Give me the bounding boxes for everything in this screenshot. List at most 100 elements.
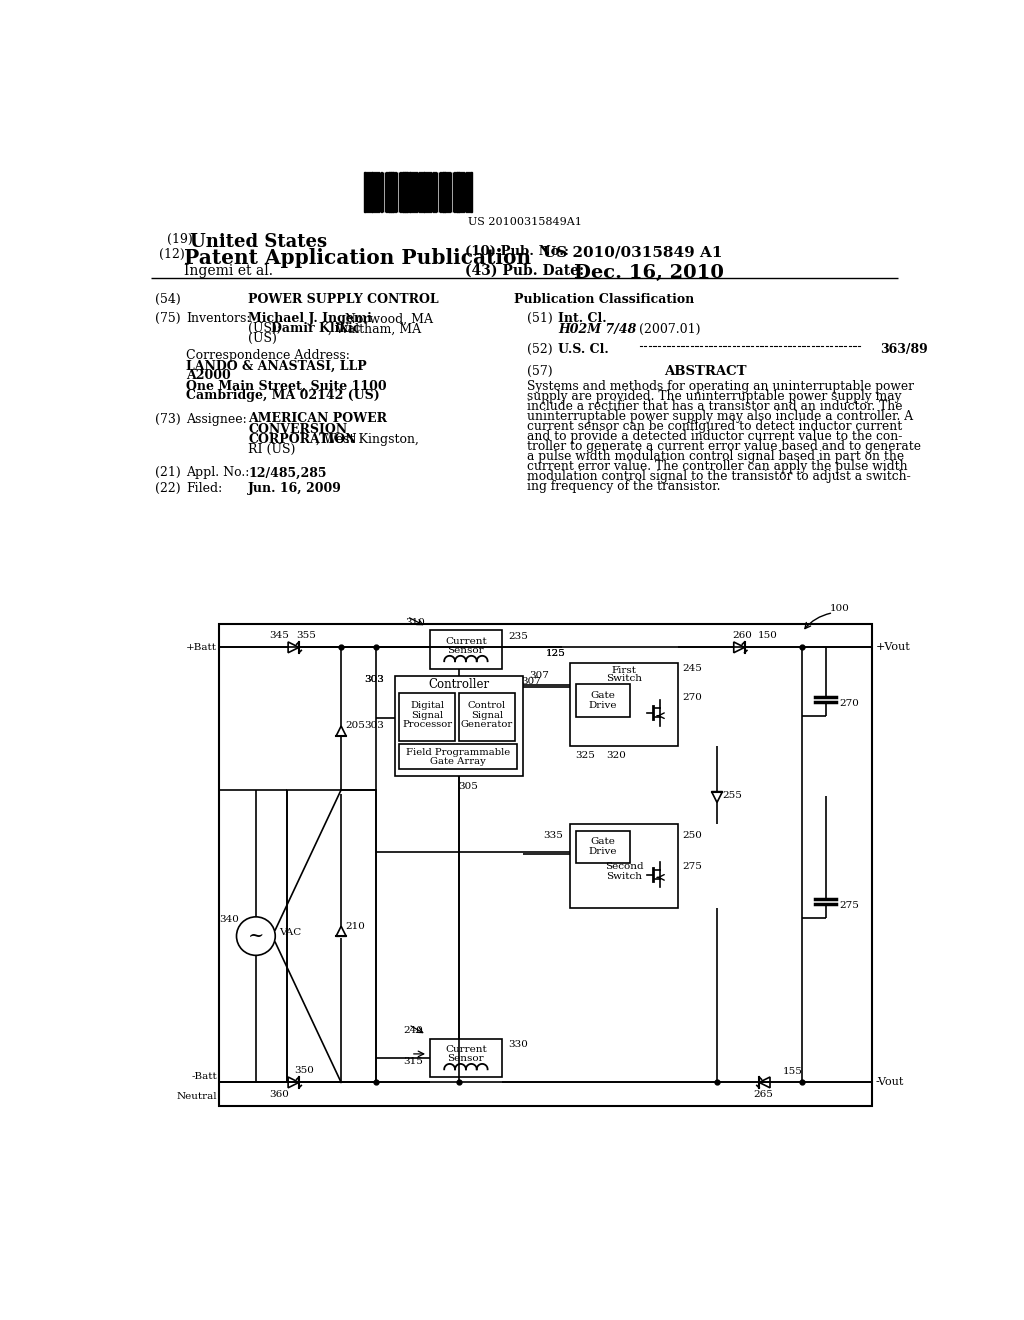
Text: Patent Application Publication: Patent Application Publication — [183, 248, 530, 268]
Text: POWER SUPPLY CONTROL: POWER SUPPLY CONTROL — [248, 293, 438, 306]
Bar — [403, 173, 404, 213]
Text: 305: 305 — [459, 783, 478, 791]
Bar — [378, 173, 379, 213]
Text: +Vout: +Vout — [876, 643, 910, 652]
Text: 340: 340 — [219, 915, 239, 924]
Text: ABSTRACT: ABSTRACT — [665, 364, 746, 378]
Bar — [399, 743, 517, 770]
Text: Inventors:: Inventors: — [186, 313, 251, 326]
Text: 355: 355 — [296, 631, 316, 639]
Text: One Main Street, Suite 1100: One Main Street, Suite 1100 — [186, 379, 387, 392]
Text: 303: 303 — [364, 676, 384, 684]
Bar — [406, 173, 407, 213]
Text: Int. Cl.: Int. Cl. — [558, 313, 607, 326]
Text: 350: 350 — [294, 1065, 314, 1074]
Text: troller to generate a current error value based and to generate: troller to generate a current error valu… — [527, 441, 922, 453]
Text: 265: 265 — [754, 1090, 773, 1100]
Bar — [449, 173, 450, 213]
Text: Drive: Drive — [589, 847, 617, 855]
Text: Assignee:: Assignee: — [186, 412, 247, 425]
Text: Neutral: Neutral — [176, 1092, 217, 1101]
Text: Gate: Gate — [591, 690, 615, 700]
Text: Drive: Drive — [589, 701, 617, 710]
Text: (52): (52) — [527, 343, 553, 356]
Text: (2007.01): (2007.01) — [640, 323, 701, 337]
Text: -Batt: -Batt — [191, 1072, 217, 1081]
Text: Filed:: Filed: — [186, 482, 222, 495]
Text: US 20100315849A1: US 20100315849A1 — [468, 216, 582, 227]
Text: 303: 303 — [364, 676, 384, 684]
Text: (57): (57) — [527, 364, 553, 378]
Bar — [569, 663, 678, 746]
Text: 315: 315 — [403, 1057, 423, 1067]
Text: 303: 303 — [364, 722, 384, 730]
Text: Publication Classification: Publication Classification — [514, 293, 694, 306]
Text: U.S. Cl.: U.S. Cl. — [558, 343, 609, 356]
Text: Gate Array: Gate Array — [430, 756, 486, 766]
Bar — [430, 1039, 502, 1077]
Text: A2000: A2000 — [186, 370, 230, 383]
Text: Signal: Signal — [471, 710, 503, 719]
Text: 210: 210 — [345, 921, 365, 931]
Bar — [569, 825, 678, 908]
Bar — [414, 173, 415, 213]
Text: 260: 260 — [732, 631, 753, 640]
Text: 310: 310 — [404, 618, 425, 627]
Text: Switch: Switch — [606, 675, 642, 684]
Bar — [419, 173, 421, 213]
Bar — [575, 684, 630, 717]
Bar — [459, 693, 515, 741]
Text: current error value. The controller can apply the pulse width: current error value. The controller can … — [527, 461, 907, 474]
Text: Generator: Generator — [461, 719, 513, 729]
Text: RI (US): RI (US) — [248, 442, 296, 455]
Bar — [391, 173, 392, 213]
Text: AMERICAN POWER: AMERICAN POWER — [248, 412, 387, 425]
Text: and to provide a detected inductor current value to the con-: and to provide a detected inductor curre… — [527, 430, 902, 444]
Bar — [430, 631, 502, 669]
Text: 330: 330 — [509, 1040, 528, 1049]
Text: 235: 235 — [509, 632, 528, 642]
Bar — [365, 173, 367, 213]
Text: (US): (US) — [248, 333, 278, 346]
Text: 360: 360 — [269, 1090, 289, 1100]
Text: Correspondence Address:: Correspondence Address: — [186, 350, 350, 363]
Bar — [430, 173, 431, 213]
Text: (51): (51) — [527, 313, 553, 326]
Text: 363/89: 363/89 — [880, 343, 928, 356]
Bar — [458, 173, 459, 213]
Text: First: First — [611, 667, 637, 675]
Text: CONVERSION: CONVERSION — [248, 422, 347, 436]
Text: H02M 7/48: H02M 7/48 — [558, 323, 637, 337]
Text: uninterruptable power supply may also include a controller. A: uninterruptable power supply may also in… — [527, 411, 913, 424]
Text: (19): (19) — [167, 234, 193, 246]
Text: 125: 125 — [546, 649, 566, 657]
Text: Current: Current — [445, 636, 486, 645]
Text: Processor: Processor — [402, 719, 453, 729]
Text: ~: ~ — [248, 927, 264, 945]
Text: 245: 245 — [682, 664, 702, 673]
Text: Controller: Controller — [429, 677, 489, 690]
Text: 307: 307 — [528, 672, 549, 680]
Bar — [389, 173, 391, 213]
Text: include a rectifier that has a transistor and an inductor. The: include a rectifier that has a transisto… — [527, 400, 902, 413]
Bar — [287, 789, 376, 1082]
Text: Ingemi et al.: Ingemi et al. — [183, 264, 272, 279]
Text: current sensor can be configured to detect inductor current: current sensor can be configured to dete… — [527, 420, 902, 433]
Text: Sensor: Sensor — [447, 645, 484, 655]
Text: supply are provided. The uninterruptable power supply may: supply are provided. The uninterruptable… — [527, 391, 901, 403]
Text: , Norwood, MA: , Norwood, MA — [337, 313, 433, 326]
Bar — [381, 173, 382, 213]
Text: 125: 125 — [546, 649, 566, 657]
Text: 307: 307 — [521, 677, 541, 686]
Text: Michael J. Ingemi: Michael J. Ingemi — [248, 313, 372, 326]
Text: (21): (21) — [155, 466, 181, 479]
Text: 345: 345 — [269, 631, 289, 639]
Text: United States: United States — [190, 234, 327, 251]
Text: 240: 240 — [403, 1027, 423, 1035]
Bar — [395, 676, 523, 776]
Text: Switch: Switch — [606, 871, 642, 880]
Text: +Batt: +Batt — [186, 643, 217, 652]
Text: (22): (22) — [155, 482, 181, 495]
Text: Dec. 16, 2010: Dec. 16, 2010 — [573, 264, 724, 282]
Text: 255: 255 — [723, 792, 742, 800]
